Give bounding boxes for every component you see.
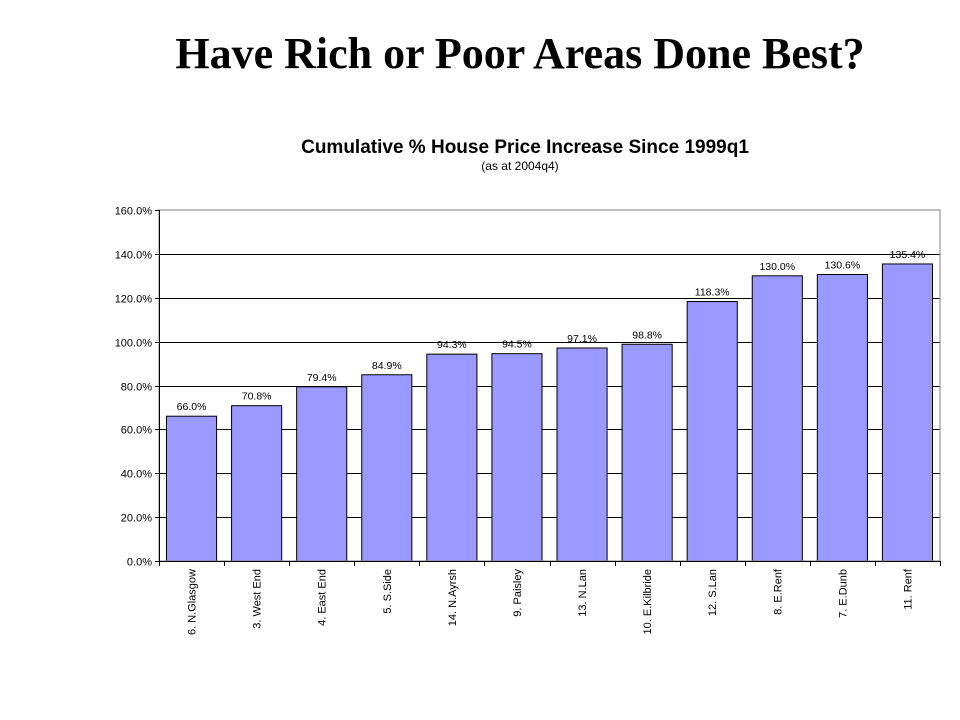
bar xyxy=(165,415,218,562)
bar xyxy=(751,275,803,562)
category-label: 14. N.Ayrsh xyxy=(447,569,459,626)
data-label: 98.8% xyxy=(632,329,662,341)
slide-title: Have Rich or Poor Areas Done Best? xyxy=(175,29,865,78)
category-label: 3. West End xyxy=(252,569,264,629)
data-label: 97.1% xyxy=(567,333,597,345)
y-tick-label: 80.0% xyxy=(121,382,152,394)
data-label: 118.3% xyxy=(695,286,730,298)
labels: 0.0% 20.0% 40.0% 60.0% 80.0% 100.0% 120.0% 140.… xyxy=(115,206,926,636)
category-label: 4. East End xyxy=(317,569,329,626)
chart-title: Cumulative % House Price Increase Since … xyxy=(301,137,749,158)
y-tick-label: 160.0% xyxy=(115,206,153,218)
y-tick-label: 100.0% xyxy=(115,338,153,350)
category-label: 11. Renf xyxy=(902,568,914,610)
y-tick-label: 20.0% xyxy=(121,513,152,525)
data-label: 130.0% xyxy=(759,261,795,273)
category-label: 12. S.Lan xyxy=(707,569,719,616)
data-label: 84.9% xyxy=(372,360,402,372)
data-label: 135.4% xyxy=(890,249,926,261)
bar xyxy=(426,353,478,562)
category-label: 13. N.Lan xyxy=(577,569,589,617)
bar xyxy=(686,300,738,562)
category-label: 6. N.Glasgow xyxy=(187,569,199,635)
y-tick-label: 140.0% xyxy=(115,250,153,262)
axes xyxy=(155,209,941,566)
y-tick-label: 60.0% xyxy=(121,425,152,437)
bar xyxy=(361,374,413,562)
category-label: 8. E.Renf xyxy=(772,568,784,615)
chart-container: Cumulative % House Price Increase Since … xyxy=(0,120,960,700)
bar xyxy=(816,273,868,562)
data-label: 94.3% xyxy=(437,339,467,351)
y-tick-label: 120.0% xyxy=(115,294,153,306)
bar xyxy=(491,353,543,562)
data-label: 94.5% xyxy=(502,339,532,351)
bar xyxy=(556,347,608,562)
category-label: 9. Paisley xyxy=(512,569,524,617)
gridlines xyxy=(159,254,940,518)
data-label: 79.4% xyxy=(307,372,337,384)
data-label: 130.6% xyxy=(825,259,861,271)
bar xyxy=(231,405,283,562)
data-label: 66.0% xyxy=(177,401,207,413)
y-tick-label: 0.0% xyxy=(127,557,152,569)
bar xyxy=(621,343,673,562)
y-tick-label: 40.0% xyxy=(121,469,152,481)
category-label: 10. E.Kilbride xyxy=(642,569,654,634)
category-label: 7. E.Dunb xyxy=(837,569,849,618)
category-label: 5. S.Side xyxy=(382,569,394,614)
chart-subtitle: (as at 2004q4) xyxy=(481,159,558,173)
data-label: 70.8% xyxy=(242,391,272,403)
bars xyxy=(165,263,934,562)
bar xyxy=(296,386,348,562)
bar xyxy=(881,263,934,562)
bar-chart: Cumulative % House Price Increase Since … xyxy=(115,137,941,636)
